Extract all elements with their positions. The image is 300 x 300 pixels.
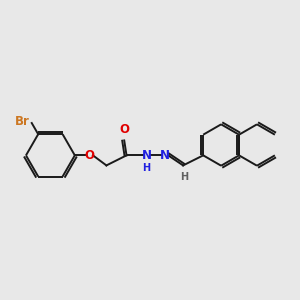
- Text: O: O: [119, 123, 129, 136]
- Text: N: N: [142, 149, 152, 162]
- Text: H: H: [181, 172, 189, 182]
- Text: O: O: [84, 149, 94, 162]
- Text: N: N: [159, 149, 170, 162]
- Text: Br: Br: [15, 115, 29, 128]
- Text: H: H: [142, 164, 151, 173]
